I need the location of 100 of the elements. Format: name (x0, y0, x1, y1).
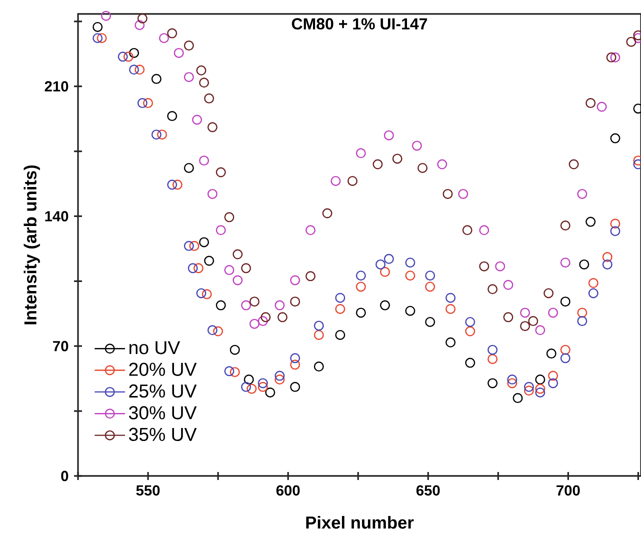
point (610, 52, 620, 62)
point (535, 387, 546, 398)
point (462, 225, 472, 236)
point (249, 296, 260, 307)
point (129, 64, 140, 75)
point (465, 326, 476, 336)
point (167, 111, 178, 122)
point (586, 216, 596, 227)
point (446, 292, 456, 303)
point (405, 258, 416, 268)
y-tick-label: 140 (45, 211, 68, 222)
point (129, 48, 140, 58)
point (412, 140, 422, 151)
point (241, 300, 252, 310)
point (322, 208, 332, 218)
point (495, 261, 506, 272)
legend-label: 25% UV (129, 384, 197, 398)
point (216, 167, 226, 178)
point (479, 225, 490, 236)
x-tick-label: 700 (556, 485, 580, 496)
point (230, 344, 240, 355)
point (172, 180, 182, 190)
point (560, 296, 570, 307)
point (123, 52, 134, 62)
point (520, 308, 530, 318)
point (425, 282, 436, 292)
point (258, 378, 268, 388)
point (465, 316, 476, 327)
point (577, 188, 588, 199)
point (596, 102, 607, 112)
point (392, 154, 402, 164)
point (204, 256, 214, 266)
point (92, 33, 103, 44)
point (335, 330, 346, 340)
point (224, 366, 234, 376)
legend-label: no UV (130, 341, 180, 354)
point (118, 52, 128, 62)
point (356, 148, 366, 158)
point (207, 325, 218, 336)
y-tick-label: 210 (44, 81, 68, 92)
point (189, 240, 200, 251)
point (277, 312, 288, 322)
point (265, 387, 276, 398)
y-axis-title: Intensity (arb units) (24, 165, 40, 324)
point (290, 296, 300, 307)
point (458, 188, 468, 199)
point (577, 308, 588, 318)
point (446, 337, 456, 348)
point (216, 225, 226, 236)
point (535, 325, 546, 336)
point (196, 65, 206, 76)
point (579, 259, 590, 270)
point (535, 374, 546, 385)
point (158, 33, 169, 44)
point (290, 382, 300, 392)
legend-label: 30% UV (128, 406, 197, 420)
point (610, 218, 620, 229)
point (246, 384, 257, 394)
point (602, 259, 612, 270)
point (96, 33, 107, 44)
point (192, 114, 202, 125)
point (488, 378, 498, 388)
point (258, 316, 268, 326)
point (274, 300, 285, 310)
point (92, 22, 103, 32)
point (372, 159, 383, 170)
point (151, 74, 162, 84)
point (380, 300, 390, 310)
point (560, 344, 570, 355)
point (503, 312, 514, 322)
point (202, 289, 212, 300)
point (588, 278, 598, 288)
point (199, 237, 210, 248)
point (157, 130, 168, 140)
point (207, 188, 218, 199)
point (143, 98, 154, 108)
point (167, 180, 178, 190)
point (290, 360, 300, 370)
point (503, 280, 514, 290)
point (610, 133, 620, 144)
point (384, 254, 394, 264)
point (548, 308, 558, 318)
point (544, 288, 554, 298)
point (507, 378, 518, 388)
point (199, 78, 210, 88)
point (568, 159, 579, 170)
y-tick-label: 0 (61, 470, 68, 482)
point (560, 353, 570, 364)
point (442, 188, 453, 199)
point (405, 270, 416, 281)
point (425, 316, 436, 327)
point (479, 261, 490, 272)
point (425, 270, 436, 281)
point (446, 304, 456, 314)
x-axis-title: Pixel number (306, 516, 414, 529)
point (204, 93, 214, 104)
point (512, 393, 523, 404)
chart-title: CM80 + 1% UI-147 (292, 18, 428, 30)
point (274, 374, 285, 385)
point (335, 304, 346, 314)
